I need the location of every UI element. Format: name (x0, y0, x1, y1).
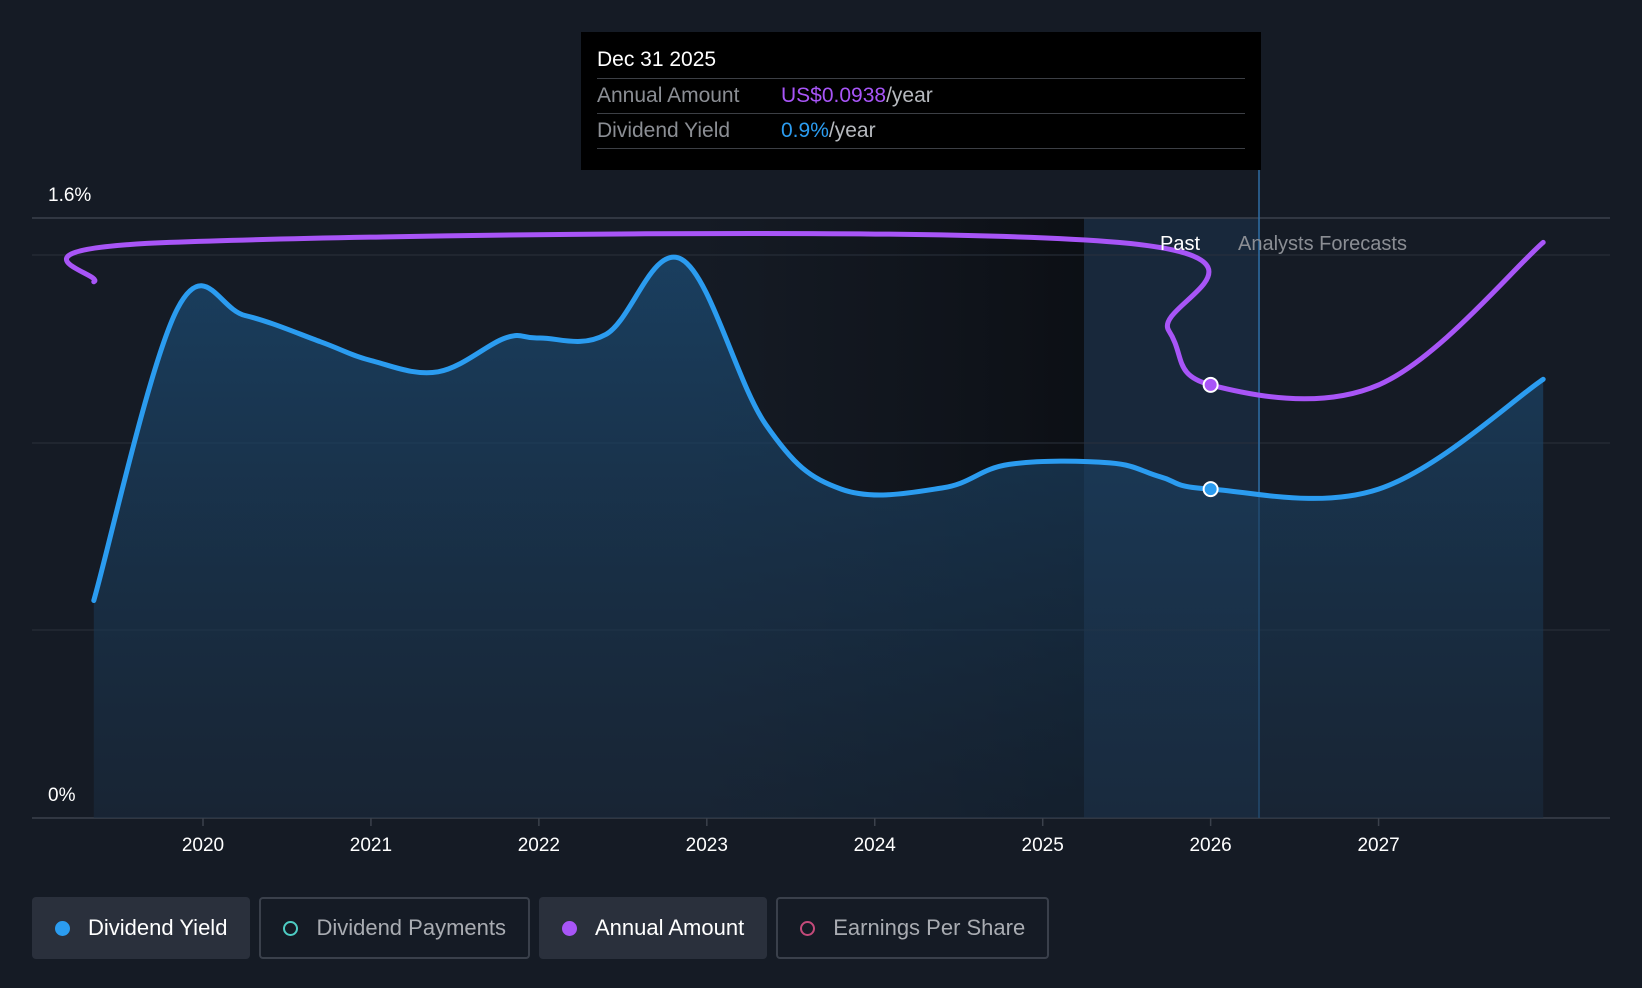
legend: Dividend Yield Dividend Payments Annual … (32, 897, 1050, 961)
x-tick-label: 2027 (1357, 835, 1399, 856)
legend-label: Dividend Payments (316, 915, 506, 940)
legend-dot-icon (800, 920, 816, 936)
y-tick-max: 1.6% (48, 185, 91, 206)
tooltip-date: Dec 31 2025 (597, 46, 1245, 79)
legend-dot-icon (55, 920, 70, 936)
tooltip-unit: /year (828, 119, 876, 142)
legend-annual-amount[interactable]: Annual Amount (538, 897, 768, 959)
legend-label: Annual Amount (594, 915, 745, 940)
x-axis: 2020 2021 2022 2023 2024 2025 2026 2027 (182, 818, 1400, 856)
dividend-yield-area (93, 257, 1544, 819)
tooltip-value: US$0.0938 (781, 84, 887, 107)
x-tick-label: 2023 (686, 835, 728, 856)
legend-earnings-per-share[interactable]: Earnings Per Share (776, 897, 1050, 959)
x-tick-label: 2025 (1022, 835, 1064, 856)
tooltip-value: 0.9% (781, 119, 829, 142)
past-label: Past (1160, 233, 1200, 255)
dividend-yield-marker[interactable] (1202, 481, 1219, 498)
x-tick-label: 2026 (1189, 835, 1231, 856)
tooltip-unit: /year (886, 84, 933, 107)
tooltip: Dec 31 2025 Annual Amount US$0.0938 /yea… (581, 32, 1261, 170)
x-tick-label: 2020 (182, 835, 224, 856)
tooltip-label: Annual Amount (597, 84, 740, 107)
forecast-label: Analysts Forecasts (1238, 233, 1407, 255)
x-tick-label: 2024 (854, 835, 897, 856)
x-tick-label: 2021 (350, 835, 392, 856)
y-tick-min: 0% (48, 785, 76, 806)
dividend-chart: 1.6% 0% Past Analysts Forecasts 2020 2021… (32, 170, 1610, 856)
x-tick-label: 2022 (518, 835, 560, 856)
legend-dividend-payments[interactable]: Dividend Payments (259, 897, 530, 959)
tooltip-row-dividend-yield: Dividend Yield 0.9% /year (597, 114, 1245, 149)
legend-dot-icon (561, 920, 577, 936)
dividend-yield-line (91, 254, 1546, 603)
tooltip-row-annual-amount: Annual Amount US$0.0938 /year (597, 79, 1245, 114)
annual-amount-marker[interactable] (1202, 376, 1219, 393)
legend-dividend-yield[interactable]: Dividend Yield (32, 897, 251, 959)
legend-label: Earnings Per Share (833, 915, 1026, 940)
tooltip-label: Dividend Yield (597, 119, 731, 142)
annual-amount-line (64, 230, 1546, 402)
legend-dot-icon (283, 920, 299, 936)
legend-label: Dividend Yield (88, 915, 228, 940)
